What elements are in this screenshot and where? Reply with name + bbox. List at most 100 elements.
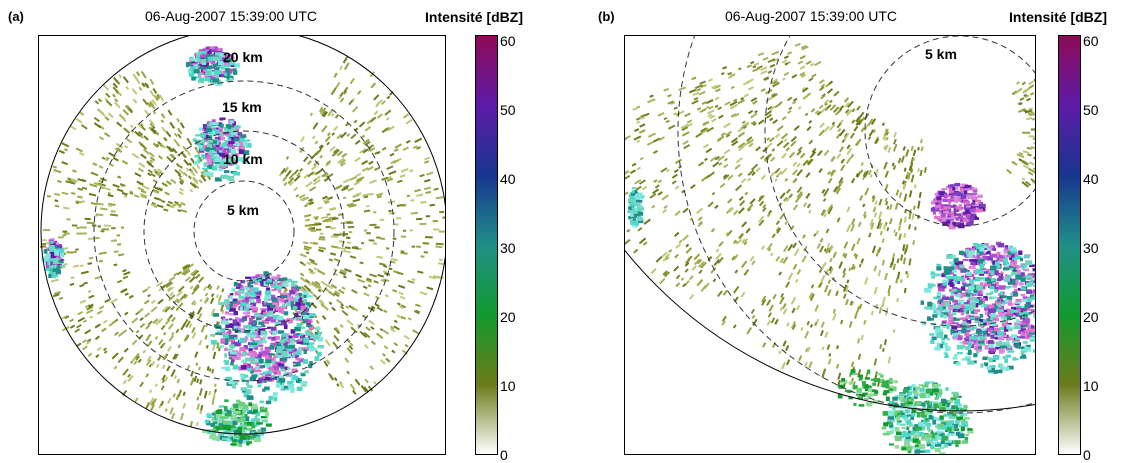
echo-gate — [200, 410, 201, 414]
echo-gate — [162, 375, 165, 380]
echo-cell — [223, 420, 230, 424]
echo-gate — [712, 119, 717, 122]
echo-gate — [781, 168, 786, 174]
echo-gate — [99, 166, 103, 168]
echo-gate — [735, 165, 740, 169]
echo-cell — [948, 195, 952, 197]
echo-gate — [184, 160, 189, 165]
echo-gate — [697, 108, 701, 110]
echo-cell — [1025, 260, 1032, 265]
echo-gate — [351, 327, 357, 332]
echo-cell — [1000, 291, 1004, 294]
echo-gate — [347, 134, 350, 136]
echo-gate — [721, 133, 725, 135]
echo-gate — [857, 106, 860, 110]
echo-gate — [780, 193, 785, 199]
echo-cell — [1033, 289, 1035, 292]
echo-gate — [379, 263, 385, 264]
echo-cell — [281, 354, 288, 357]
echo-cell — [258, 385, 262, 388]
echo-gate — [387, 96, 390, 98]
echo-cell — [246, 304, 250, 309]
echo-gate — [894, 166, 895, 170]
echo-cell — [233, 172, 240, 176]
echo-cell — [1014, 265, 1018, 267]
echo-cell — [277, 316, 284, 321]
echo-gate — [1023, 151, 1029, 153]
echo-cell — [988, 305, 994, 309]
echo-gate — [172, 332, 174, 335]
echo-gate — [111, 211, 116, 212]
echo-gate — [748, 111, 752, 114]
echo-gate — [785, 221, 788, 225]
echo-gate — [718, 107, 722, 109]
echo-gate — [697, 280, 702, 286]
echo-gate — [344, 57, 348, 63]
echo-cell — [306, 325, 312, 327]
echo-cell — [1021, 294, 1026, 296]
echo-cell — [964, 200, 969, 202]
echo-cell — [956, 362, 961, 365]
echo-gate — [198, 313, 201, 319]
echo-gate — [62, 193, 68, 194]
echo-cell — [295, 296, 299, 299]
echo-gate — [672, 175, 677, 178]
echo-gate — [692, 101, 698, 104]
echo-gate — [317, 207, 322, 208]
echo-cell — [987, 282, 992, 284]
echo-cell — [989, 297, 993, 300]
echo-gate — [124, 272, 131, 274]
echo-gate — [639, 238, 645, 243]
echo-gate — [762, 175, 766, 179]
echo-gate — [800, 66, 805, 69]
echo-cell — [224, 73, 227, 76]
echo-gate — [847, 207, 850, 212]
echo-gate — [911, 169, 912, 173]
echo-gate — [350, 79, 354, 84]
echo-cell — [191, 77, 195, 81]
echo-cell — [1033, 349, 1035, 352]
echo-cell — [979, 336, 985, 340]
echo-gate — [150, 153, 155, 157]
echo-gate — [357, 177, 364, 180]
echo-cell — [279, 351, 285, 353]
echo-cell — [297, 387, 303, 391]
echo-gate — [187, 365, 189, 370]
echo-cell — [996, 317, 999, 321]
echo-cell — [933, 211, 936, 215]
echo-gate — [1029, 136, 1035, 137]
echo-cell — [1016, 319, 1020, 323]
echo-cell — [311, 348, 317, 351]
echo-gate — [793, 101, 796, 103]
echo-gate — [892, 258, 894, 265]
echo-cell — [198, 51, 201, 54]
echo-gate — [170, 293, 173, 296]
echo-gate — [860, 264, 861, 267]
echo-gate — [822, 347, 823, 350]
echo-gate — [830, 100, 832, 102]
echo-cell — [957, 345, 963, 350]
echo-gate — [383, 330, 388, 334]
echo-gate — [828, 345, 830, 350]
echo-gate — [809, 361, 811, 367]
echo-gate — [767, 138, 770, 140]
echo-gate — [664, 118, 667, 119]
echo-gate — [151, 300, 155, 303]
echo-gate — [82, 201, 85, 202]
echo-gate — [663, 258, 666, 261]
echo-gate — [214, 334, 215, 337]
echo-gate — [356, 275, 362, 277]
echo-cell — [291, 281, 297, 283]
echo-gate — [136, 331, 139, 333]
echo-gate — [739, 239, 742, 242]
echo-gate — [875, 287, 877, 294]
echo-gate — [784, 246, 788, 252]
echo-gate — [404, 336, 409, 339]
echo-cell — [310, 335, 314, 339]
echo-gate — [424, 180, 430, 182]
echo-gate — [213, 397, 214, 405]
echo-gate — [329, 302, 331, 304]
echo-gate — [775, 179, 777, 181]
echo-gate — [335, 378, 337, 381]
echo-gate — [75, 329, 80, 332]
